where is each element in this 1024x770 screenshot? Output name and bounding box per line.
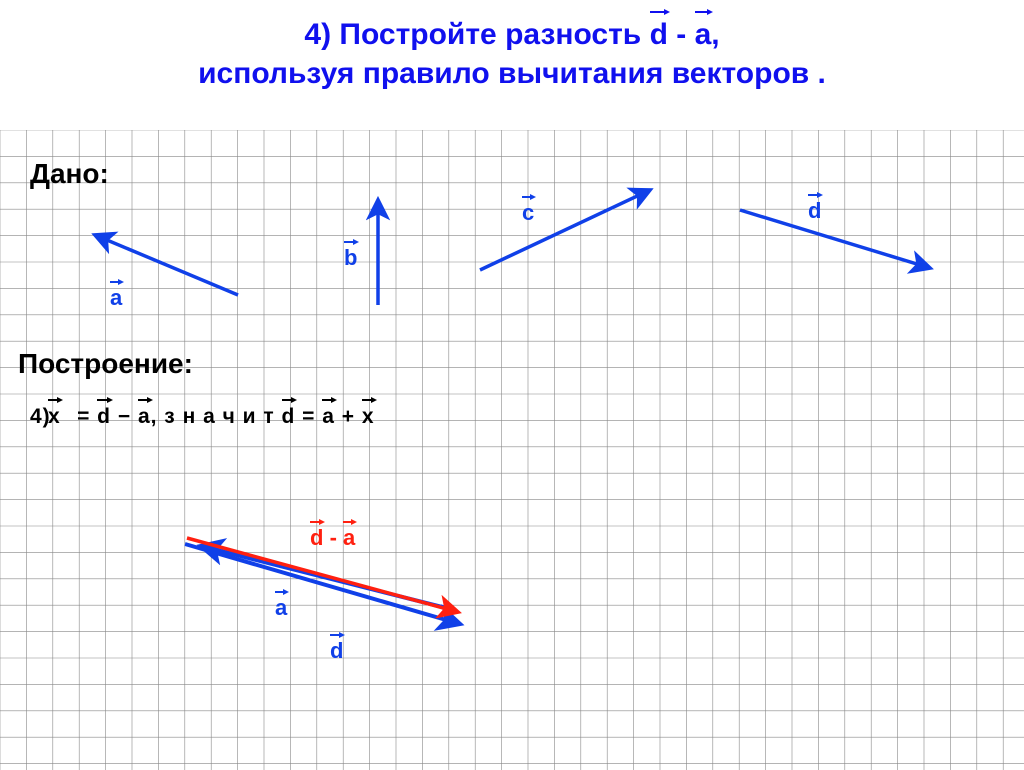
title-post: , [711,18,719,51]
title-line2: используя правило вычитания векторов . [198,57,826,90]
vectors-svg [0,130,1024,770]
label-vec-c: c [522,200,534,226]
label-bottom-d: d [330,638,343,664]
formula-x1: x [48,405,61,429]
label-vec-b: b [344,245,357,271]
title: 4) Постройте разность d - a, используя п… [0,0,1024,103]
formula-a1: a [138,405,151,429]
label-vec-a: a [110,285,122,311]
label-vec-d: d [808,198,821,224]
formula-d2: d [282,405,296,429]
formula-x2: x [362,405,375,429]
label-bottom-a: a [275,595,287,621]
title-pre: 4) Постройте разность [304,18,649,51]
grid-area: Дано: Построение: a b c d 4) x x = d − a… [0,130,1024,767]
formula-d1: d [97,405,111,429]
given-label: Дано: [30,158,109,190]
label-result: d - a [310,525,355,551]
construction-label: Построение: [18,348,193,380]
title-vec-a: a [695,15,712,54]
formula: 4) x x = d − a, з н а ч и т d = a + x [30,405,375,429]
formula-a2: a [322,405,335,429]
title-mid: - [668,18,695,51]
title-vec-d: d [650,15,668,54]
